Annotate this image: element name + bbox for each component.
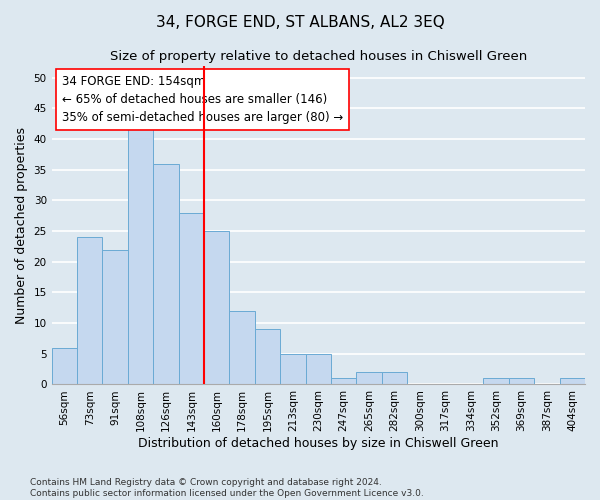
Bar [560,378,585,384]
Bar [229,311,255,384]
Text: 34, FORGE END, ST ALBANS, AL2 3EQ: 34, FORGE END, ST ALBANS, AL2 3EQ [155,15,445,30]
Bar [509,378,534,384]
Bar [280,354,305,384]
Y-axis label: Number of detached properties: Number of detached properties [15,126,28,324]
Bar [356,372,382,384]
Bar [153,164,179,384]
Bar [255,330,280,384]
Bar [77,238,103,384]
X-axis label: Distribution of detached houses by size in Chiswell Green: Distribution of detached houses by size … [138,437,499,450]
Bar [103,250,128,384]
Text: 34 FORGE END: 154sqm
← 65% of detached houses are smaller (146)
35% of semi-deta: 34 FORGE END: 154sqm ← 65% of detached h… [62,75,344,124]
Title: Size of property relative to detached houses in Chiswell Green: Size of property relative to detached ho… [110,50,527,63]
Bar [331,378,356,384]
Bar [204,231,229,384]
Bar [484,378,509,384]
Bar [128,127,153,384]
Bar [382,372,407,384]
Text: Contains HM Land Registry data © Crown copyright and database right 2024.
Contai: Contains HM Land Registry data © Crown c… [30,478,424,498]
Bar [305,354,331,384]
Bar [179,212,204,384]
Bar [52,348,77,385]
